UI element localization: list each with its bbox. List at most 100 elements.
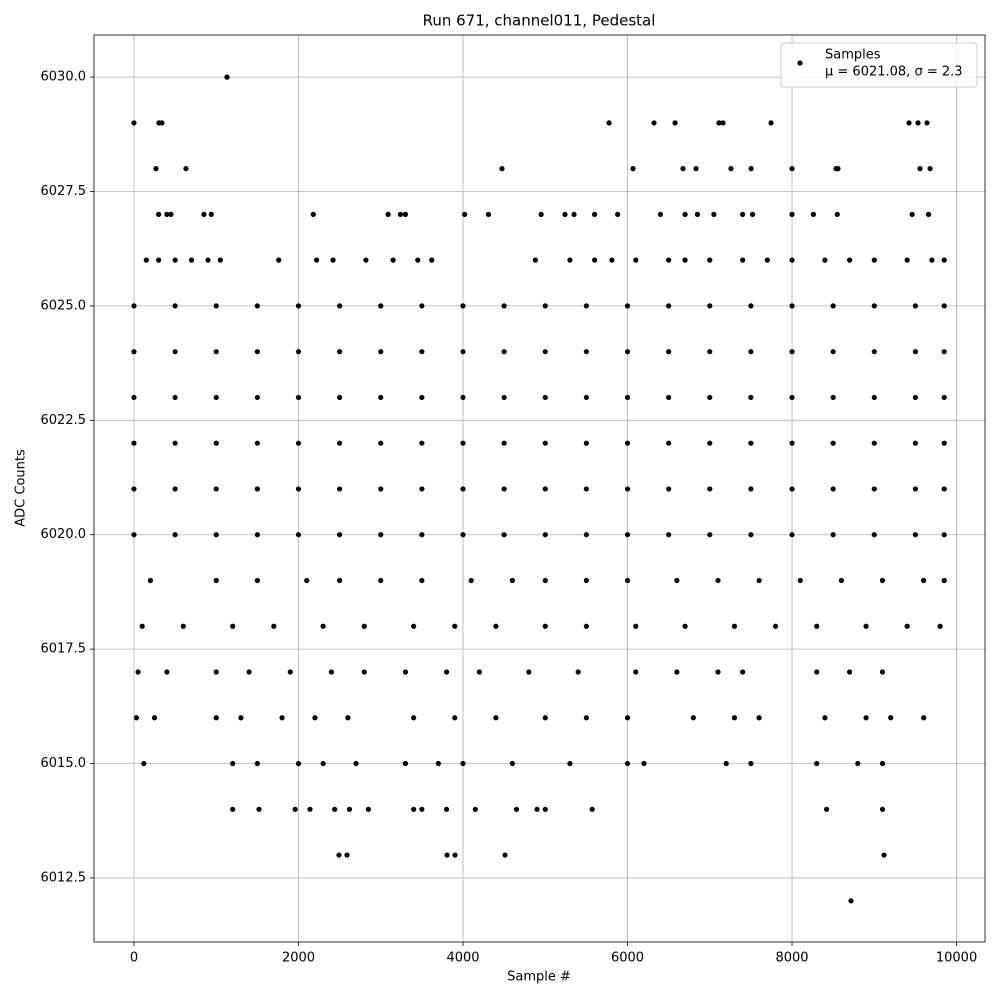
data-point xyxy=(385,211,391,217)
data-point xyxy=(748,303,754,309)
data-point xyxy=(538,211,544,217)
data-point xyxy=(941,349,947,355)
data-point xyxy=(847,669,853,675)
data-point xyxy=(213,394,219,401)
data-point xyxy=(888,715,894,721)
data-point xyxy=(624,394,631,401)
data-point xyxy=(135,669,141,675)
x-tick-label: 4000 xyxy=(446,951,479,966)
data-point xyxy=(534,806,540,812)
data-point xyxy=(674,669,680,675)
data-point xyxy=(312,715,318,721)
y-tick-label: 6027.5 xyxy=(41,184,87,199)
data-point xyxy=(390,257,396,263)
data-point xyxy=(188,257,195,263)
data-point xyxy=(201,211,207,217)
data-point xyxy=(337,349,343,355)
data-point xyxy=(443,806,450,812)
data-point xyxy=(814,760,820,767)
data-point xyxy=(337,577,343,584)
data-point xyxy=(666,257,672,263)
data-point xyxy=(830,303,836,309)
data-point xyxy=(592,211,598,217)
data-point xyxy=(542,577,548,584)
data-point xyxy=(789,211,795,217)
data-point xyxy=(912,486,919,492)
data-point xyxy=(624,715,631,721)
data-point xyxy=(680,166,686,172)
data-point xyxy=(213,669,219,675)
data-point xyxy=(156,211,162,217)
data-point xyxy=(419,440,425,446)
data-point xyxy=(131,394,137,401)
data-point xyxy=(715,577,721,584)
data-point xyxy=(419,303,425,309)
data-point xyxy=(345,715,351,721)
data-point xyxy=(909,211,915,217)
data-point xyxy=(217,257,223,263)
data-point xyxy=(452,852,458,858)
data-point xyxy=(501,303,507,309)
data-point xyxy=(254,577,260,584)
data-point xyxy=(838,577,844,584)
data-point xyxy=(756,715,762,721)
data-point xyxy=(567,760,573,767)
data-point xyxy=(378,349,384,355)
data-point xyxy=(254,760,260,767)
data-point xyxy=(172,257,178,263)
data-point xyxy=(131,303,137,309)
data-point xyxy=(501,532,507,538)
data-point xyxy=(789,166,795,172)
data-point xyxy=(707,532,713,538)
data-point xyxy=(682,257,688,263)
data-point xyxy=(378,532,384,538)
data-point xyxy=(295,440,302,446)
data-point xyxy=(295,486,302,492)
data-point xyxy=(789,486,795,492)
data-point xyxy=(295,760,302,767)
data-point xyxy=(657,211,664,217)
data-point xyxy=(444,852,450,858)
data-point xyxy=(630,166,636,172)
data-point xyxy=(419,532,425,538)
data-point xyxy=(472,806,478,812)
data-point xyxy=(941,257,947,263)
data-point xyxy=(131,532,137,538)
data-point xyxy=(542,623,548,629)
data-point xyxy=(789,257,795,263)
data-point xyxy=(542,440,548,446)
data-point xyxy=(411,806,417,812)
data-point xyxy=(912,303,919,309)
data-point xyxy=(213,532,219,538)
y-tick-label: 6030.0 xyxy=(41,70,87,85)
y-axis-label: ADC Counts xyxy=(14,449,29,527)
data-point xyxy=(830,532,836,538)
data-point xyxy=(672,120,678,126)
data-point xyxy=(320,623,326,629)
data-point xyxy=(583,577,589,584)
data-point xyxy=(797,577,803,584)
data-point xyxy=(941,394,947,401)
data-point xyxy=(707,349,713,355)
data-point xyxy=(164,211,170,217)
data-point xyxy=(159,120,165,126)
data-point xyxy=(164,669,170,675)
data-point xyxy=(633,623,639,629)
data-point xyxy=(542,715,548,721)
data-point xyxy=(213,486,219,492)
data-point xyxy=(924,120,930,126)
x-tick-label: 2000 xyxy=(282,951,315,966)
data-point xyxy=(542,303,548,309)
data-point xyxy=(213,577,219,584)
y-tick-label: 6017.5 xyxy=(41,642,87,657)
data-point xyxy=(460,394,466,401)
data-point xyxy=(435,760,441,767)
data-point xyxy=(715,669,721,675)
data-point xyxy=(419,394,425,401)
data-point xyxy=(180,623,186,629)
data-point xyxy=(624,577,631,584)
data-point xyxy=(172,394,178,401)
data-point xyxy=(707,303,713,309)
data-point xyxy=(823,806,830,812)
data-point xyxy=(941,532,947,538)
